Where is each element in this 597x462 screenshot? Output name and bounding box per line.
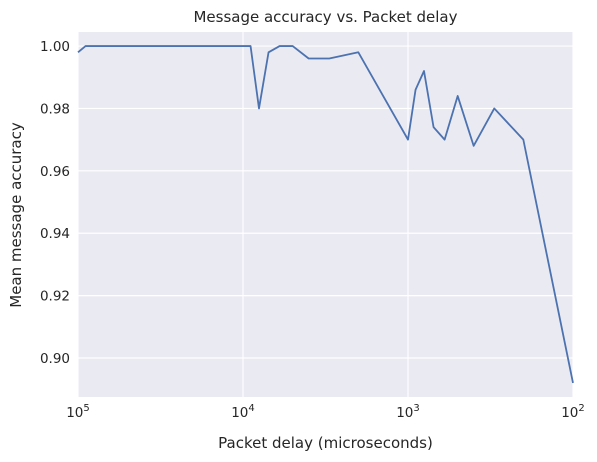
x-tick-label: 102 <box>561 403 585 421</box>
x-axis-title: Packet delay (microseconds) <box>218 434 433 452</box>
y-gridlines <box>78 45 573 359</box>
y-tick-label: 0.96 <box>40 164 70 180</box>
y-tick-labels: 0.90 0.92 0.94 0.96 0.98 1.00 <box>40 39 70 367</box>
y-tick-label: 0.92 <box>40 289 70 305</box>
plot-background <box>78 32 573 397</box>
x-tick-label: 103 <box>396 403 420 421</box>
y-axis-title: Mean message accuracy <box>7 122 25 308</box>
x-tick-label: 104 <box>231 403 255 421</box>
x-tick-label: 105 <box>66 403 90 421</box>
y-tick-label: 0.90 <box>40 351 70 367</box>
y-tick-label: 1.00 <box>40 39 70 55</box>
x-gridlines <box>77 32 574 397</box>
chart-title: Message accuracy vs. Packet delay <box>193 8 457 26</box>
y-tick-label: 0.94 <box>40 226 70 242</box>
x-tick-labels: 105 104 103 102 <box>66 403 585 421</box>
series-line <box>77 45 574 384</box>
y-tick-label: 0.98 <box>40 101 70 117</box>
